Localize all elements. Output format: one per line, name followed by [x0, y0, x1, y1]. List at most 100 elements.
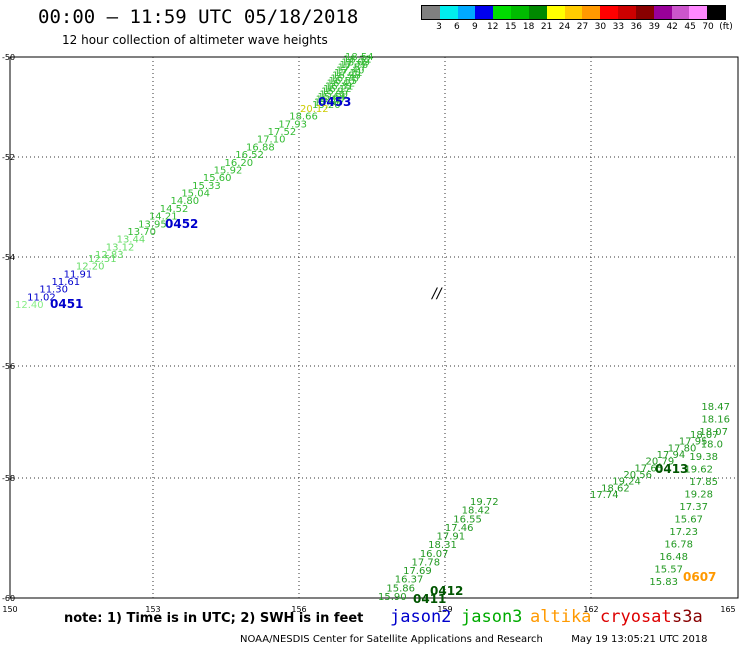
swh-value: 16.37	[395, 575, 424, 586]
swh-value: 17.95	[679, 437, 708, 448]
swh-value: 12.83	[95, 250, 124, 261]
legend-swatch	[582, 6, 601, 19]
swh-value: 17.37	[679, 502, 708, 513]
footer-timestamp: May 19 13:05:21 UTC 2018	[571, 634, 708, 645]
altimeter-tracks: 18.5418.3218.0917.7617.5717.4017.2116.98…	[15, 52, 730, 606]
swh-value: 20.79	[646, 457, 675, 468]
swh-value: 15.33	[192, 181, 221, 192]
swh-value: 15.20	[312, 100, 341, 111]
swh-value: 16.98	[332, 71, 361, 82]
pass-time-label: 0451	[50, 297, 83, 311]
swh-value: 17.23	[669, 527, 698, 538]
swh-value: 16.07	[420, 549, 449, 560]
satellite-cryosat: cryosat	[600, 607, 672, 627]
swh-value: 18.07	[690, 430, 719, 441]
swh-value: 15.36	[314, 97, 343, 108]
legend-swatch	[707, 6, 726, 19]
color-legend: 3 6 9 12 15 18 21 24 27 30 33 36 39 42 45 70 (ft)	[421, 5, 733, 37]
swh-value: 17.46	[445, 523, 474, 534]
x-tick-label: 153	[145, 605, 160, 614]
swh-value: 16.55	[329, 76, 358, 87]
swh-value: 20.56	[623, 470, 652, 481]
swh-value: 15.60	[203, 173, 232, 184]
swh-value: 15.92	[214, 165, 243, 176]
satellite-jason2: jason2	[390, 607, 452, 627]
swh-value: 19.28	[684, 490, 713, 501]
legend-swatch	[600, 6, 619, 19]
x-tick-label: 165	[720, 605, 735, 614]
swh-value: 17.91	[437, 532, 466, 543]
satellite-s3a: s3a	[672, 607, 703, 627]
x-tick-label: 162	[583, 605, 598, 614]
x-tick-label: 159	[437, 605, 452, 614]
swh-value: 18.54	[345, 52, 374, 63]
swh-value: 12.40	[15, 300, 44, 311]
legend-swatch	[528, 6, 547, 19]
pass-time-label: 0413	[655, 462, 688, 476]
swh-value: 15.67	[674, 515, 703, 526]
page-title: 00:00 – 11:59 UTC 05/18/2018	[38, 6, 359, 28]
legend-swatch	[653, 6, 672, 19]
legend-label: 6	[454, 22, 460, 32]
swh-value: 17.65	[634, 463, 663, 474]
legend-label: 18	[522, 22, 535, 32]
legend-label: 21	[540, 22, 553, 32]
swh-value: 11.30	[39, 285, 68, 296]
y-tick-label: -60	[2, 594, 15, 603]
swh-value: 16.20	[224, 158, 253, 169]
legend-swatch	[475, 6, 494, 19]
swh-value: 16.88	[246, 142, 275, 153]
legend-label: 9	[471, 22, 478, 32]
swh-value: 17.21	[334, 68, 363, 79]
legend-swatch	[493, 6, 512, 19]
swh-value: 18.42	[462, 506, 491, 517]
swh-value: 15.04	[181, 189, 210, 200]
footer-credit: NOAA/NESDIS Center for Satellite Applica…	[240, 634, 708, 645]
swh-value: 16.12	[323, 84, 352, 95]
pass-time-label: 0453	[318, 95, 351, 109]
map-frame	[9, 56, 739, 599]
legend-label: 27	[576, 22, 589, 32]
swh-value: 12.51	[88, 254, 117, 265]
swh-value: 17.57	[338, 63, 367, 74]
swh-value: 13.12	[106, 242, 135, 253]
satellite-jason3: jason3	[461, 607, 523, 627]
legend-swatch	[546, 6, 565, 19]
legend-label: (ft)	[719, 22, 733, 32]
swh-value: 14.52	[160, 204, 189, 215]
legend-color-bar	[421, 5, 726, 20]
swh-value: 16.78	[664, 540, 693, 551]
swh-value: 11.61	[52, 277, 81, 288]
swh-value: 19.72	[470, 497, 499, 508]
swh-value: 18.62	[601, 483, 630, 494]
y-tick-label: -56	[2, 362, 15, 371]
swh-value: 18.07	[699, 427, 728, 438]
swh-value: 17.80	[668, 443, 697, 454]
swh-value: 20.12	[300, 104, 329, 115]
legend-label: 24	[558, 22, 571, 32]
swh-value: 15.86	[386, 583, 415, 594]
legend-swatch	[457, 6, 476, 19]
note-text: note: 1) Time is in UTC; 2) SWH is in fe…	[64, 611, 364, 626]
x-tick-label: 150	[2, 605, 17, 614]
swh-value: 19.38	[689, 452, 718, 463]
swh-value: 15.97	[321, 87, 350, 98]
swh-value: 16.52	[235, 150, 264, 161]
swh-value: 13.70	[127, 227, 156, 238]
map-grid	[10, 57, 738, 598]
swh-value: 16.48	[659, 552, 688, 563]
legend-label: 12	[487, 22, 499, 32]
swh-value: 16.42	[327, 79, 356, 90]
page-subtitle: 12 hour collection of altimeter wave hei…	[62, 33, 328, 47]
legend-label: 15	[504, 22, 517, 32]
legend-label: 30	[594, 22, 607, 32]
legend-label: 39	[648, 22, 660, 32]
swh-value: 15.50	[316, 95, 345, 106]
swh-value: 17.76	[340, 60, 369, 71]
swh-value: 11.02	[27, 292, 56, 303]
y-tick-label: -54	[2, 253, 15, 262]
swh-value: 15.80	[319, 89, 348, 100]
legend-swatch	[635, 6, 654, 19]
legend-swatch	[671, 6, 690, 19]
